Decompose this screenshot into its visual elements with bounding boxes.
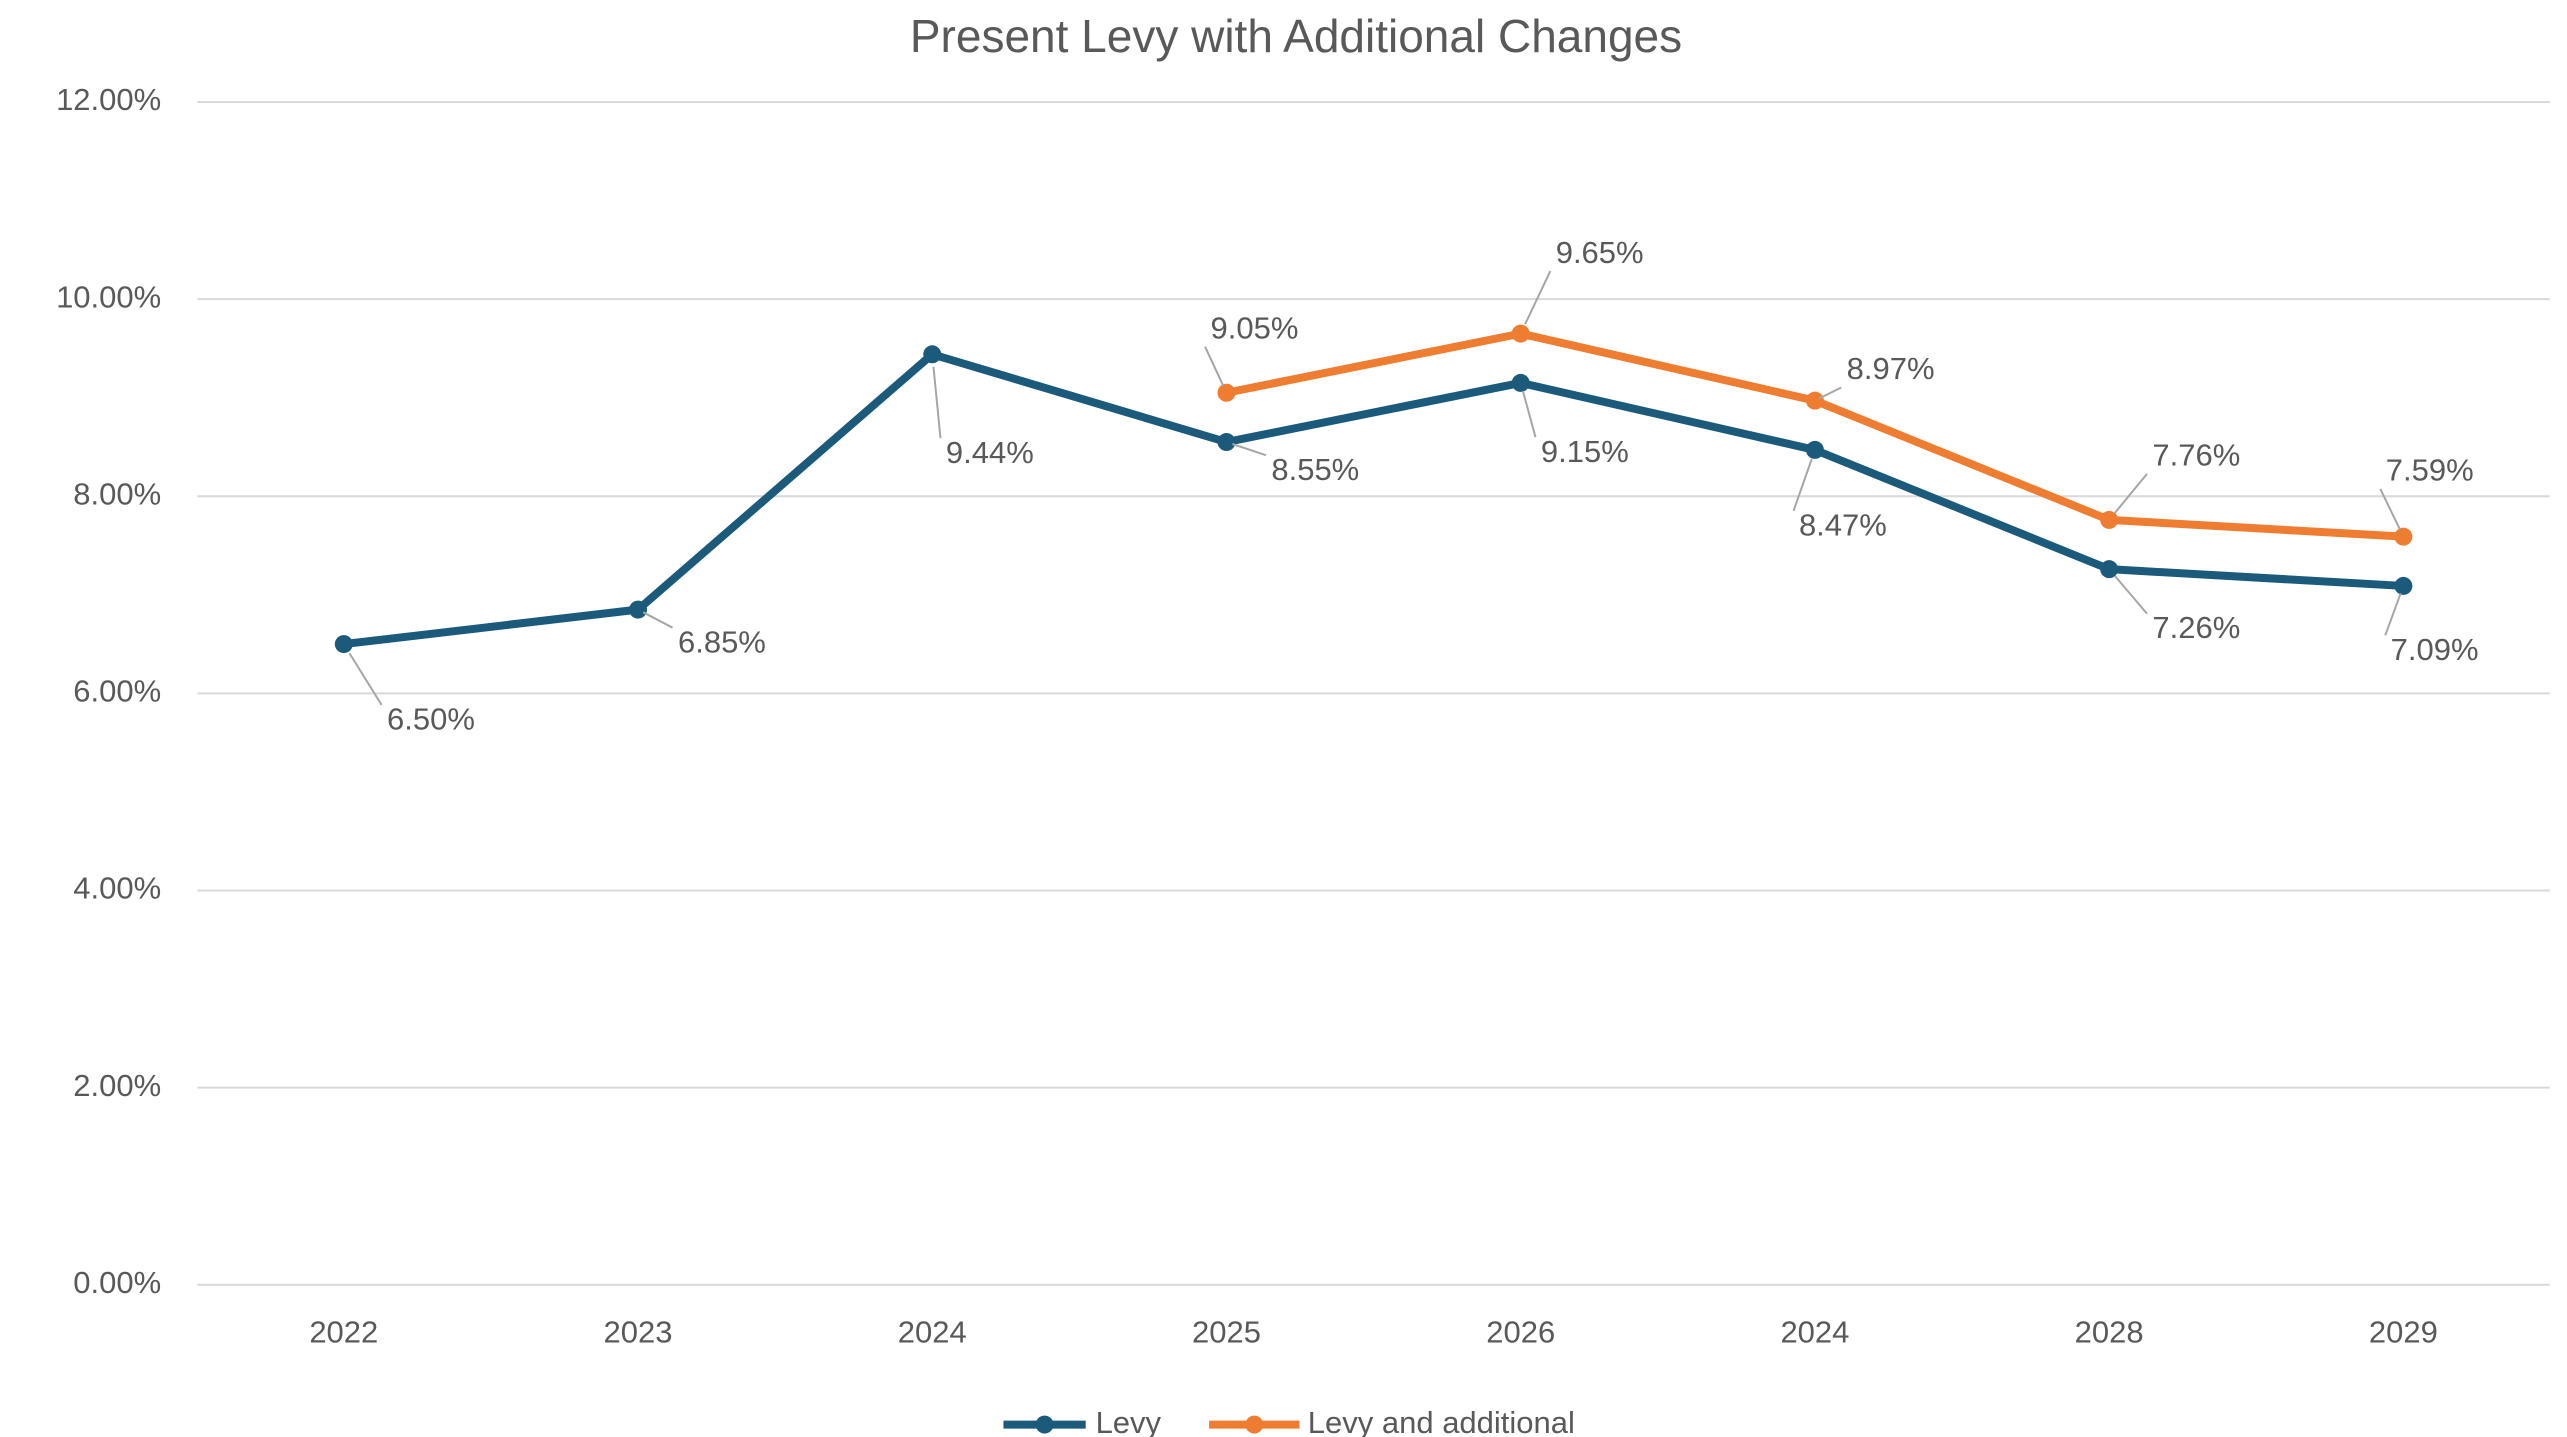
x-tick-label: 2024 [898, 1314, 967, 1349]
x-tick-label: 2023 [604, 1314, 673, 1349]
data-label: 8.97% [1847, 351, 1935, 386]
leader-line [1792, 458, 1813, 512]
data-label: 9.65% [1556, 235, 1644, 270]
data-point [2394, 576, 2413, 595]
data-label: 8.55% [1271, 452, 1359, 487]
leader-line [642, 611, 674, 629]
leader-line [1232, 443, 1267, 457]
x-tick-label: 2028 [2075, 1314, 2144, 1349]
x-tick-label: 2029 [2369, 1314, 2438, 1349]
leader-line [2114, 473, 2148, 514]
data-label: 7.76% [2152, 438, 2240, 473]
data-point [923, 345, 942, 364]
leader-line [2384, 592, 2402, 636]
data-point [1217, 433, 1236, 452]
series-line [343, 350, 2404, 649]
data-point [2394, 527, 2413, 546]
leader-line [932, 366, 942, 439]
chart-title: Present Levy with Additional Changes [910, 10, 1682, 62]
data-point [1805, 440, 1824, 459]
leader-line [1204, 346, 1225, 387]
x-tick-label: 2025 [1192, 1314, 1261, 1349]
data-label: 9.05% [1210, 310, 1298, 345]
y-tick-label: 2.00% [73, 1068, 161, 1103]
data-label: 9.44% [946, 435, 1034, 470]
data-point [2100, 510, 2119, 529]
series-line [1225, 329, 2404, 541]
data-label: 7.59% [2386, 453, 2474, 488]
leader-line [2379, 488, 2401, 530]
leader-line [348, 652, 383, 706]
y-tick-label: 12.00% [56, 82, 161, 117]
y-tick-label: 6.00% [73, 674, 161, 709]
data-point [1511, 324, 1530, 343]
leader-line [1818, 386, 1842, 400]
leader-line [2114, 575, 2148, 615]
data-label: 9.15% [1541, 434, 1629, 469]
leader-line [1521, 390, 1537, 438]
data-point [1217, 383, 1236, 402]
data-label: 7.26% [2152, 610, 2240, 645]
y-tick-label: 4.00% [73, 871, 161, 906]
data-point [2100, 560, 2119, 579]
data-point [629, 600, 648, 619]
legend-marker [1245, 1415, 1264, 1434]
x-tick-label: 2024 [1780, 1314, 1849, 1349]
y-tick-label: 0.00% [73, 1265, 161, 1300]
data-label: 8.47% [1799, 507, 1887, 542]
x-tick-label: 2026 [1486, 1314, 1555, 1349]
x-tick-label: 2022 [309, 1314, 378, 1349]
data-point [1805, 391, 1824, 410]
y-tick-label: 8.00% [73, 476, 161, 511]
legend-label: Levy and additional [1308, 1405, 1575, 1437]
data-point [334, 635, 353, 654]
data-label: 6.85% [678, 624, 766, 659]
legend-marker [1035, 1415, 1054, 1434]
data-label: 7.09% [2391, 632, 2479, 667]
data-point [1511, 373, 1530, 392]
leader-line [1524, 270, 1552, 325]
y-tick-label: 10.00% [56, 279, 161, 314]
legend-label: Levy [1096, 1405, 1162, 1437]
data-label: 6.50% [387, 702, 475, 737]
